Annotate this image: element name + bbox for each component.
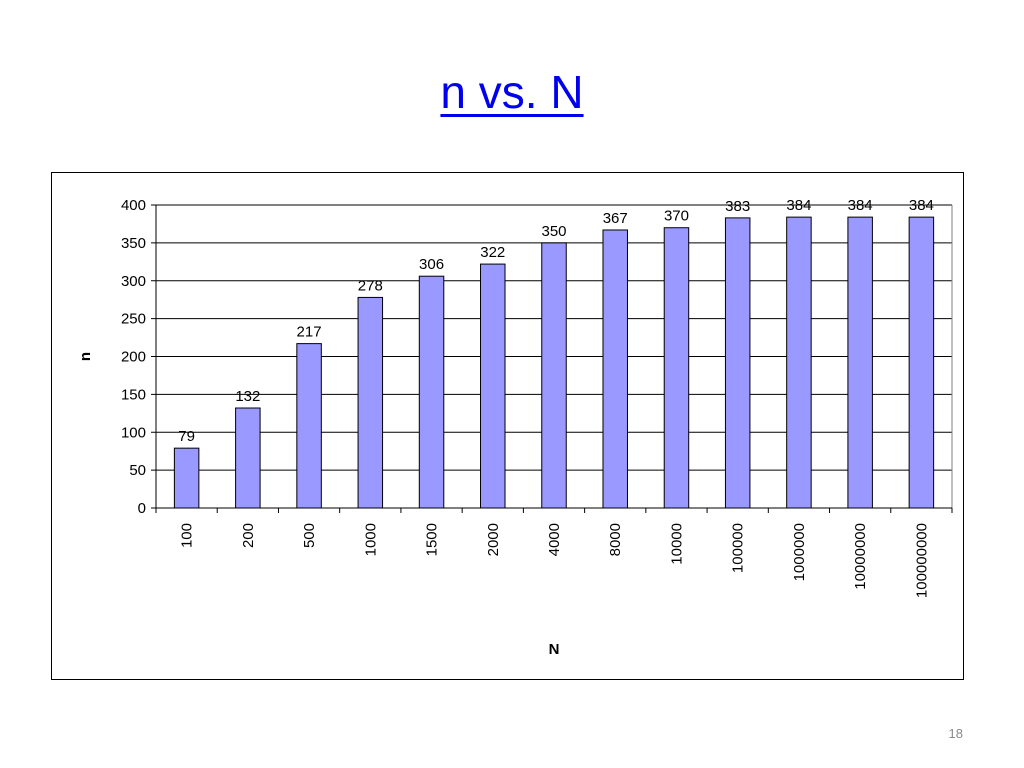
bar bbox=[480, 263, 506, 509]
data-label: 384 bbox=[786, 197, 811, 214]
data-label: 132 bbox=[235, 388, 260, 405]
bar bbox=[663, 227, 690, 509]
bar bbox=[602, 229, 628, 509]
y-tick-label: 350 bbox=[121, 235, 146, 252]
x-tick-label: 100000 bbox=[730, 523, 747, 573]
x-tick-label: 4000 bbox=[546, 523, 563, 556]
bar-chart: 0 50 100 150 200 250 300 350 400 100 200 500 1000 150… bbox=[77, 197, 953, 658]
bar bbox=[418, 275, 445, 509]
bar bbox=[357, 296, 384, 509]
data-label: 370 bbox=[664, 208, 689, 225]
data-label: 306 bbox=[419, 256, 444, 273]
x-tick-label: 2000 bbox=[485, 523, 502, 556]
bar bbox=[235, 407, 261, 509]
data-label: 383 bbox=[725, 198, 750, 215]
x-axis-title: N bbox=[549, 641, 560, 658]
data-label: 350 bbox=[541, 223, 566, 240]
x-tick-label: 100000000 bbox=[913, 523, 930, 598]
y-tick-label: 300 bbox=[121, 273, 146, 290]
x-tick-label: 8000 bbox=[607, 523, 624, 556]
x-tick-label: 10000000 bbox=[852, 523, 869, 590]
y-tick-label: 0 bbox=[138, 500, 146, 517]
x-tick-label: 1000000 bbox=[791, 523, 808, 581]
data-label: 384 bbox=[848, 197, 873, 214]
y-axis-title: n bbox=[77, 352, 94, 361]
data-labels: 79 132 217 278 306 322 350 367 370 383 384 384 384 bbox=[178, 197, 934, 445]
bar bbox=[786, 216, 812, 509]
slide-title: n vs. N bbox=[440, 66, 584, 118]
y-tick-label: 50 bbox=[129, 462, 146, 479]
data-label: 367 bbox=[603, 210, 628, 227]
data-label: 278 bbox=[358, 277, 383, 294]
bar bbox=[908, 216, 935, 509]
bar bbox=[847, 216, 873, 509]
bar-series bbox=[173, 216, 935, 509]
axes: 0 50 100 150 200 250 300 350 400 100 200 500 1000 150… bbox=[121, 197, 953, 598]
y-tick-label: 150 bbox=[121, 386, 146, 403]
chart-container: 0 50 100 150 200 250 300 350 400 100 200 500 1000 150… bbox=[51, 172, 964, 680]
data-label: 79 bbox=[178, 428, 195, 445]
bar bbox=[541, 242, 567, 509]
y-tick-label: 200 bbox=[121, 349, 146, 366]
y-tick-label: 100 bbox=[121, 424, 146, 441]
y-tick-label: 400 bbox=[121, 197, 146, 214]
x-tick-label: 100 bbox=[179, 523, 196, 548]
slide-number: 18 bbox=[948, 726, 963, 741]
data-label: 322 bbox=[480, 244, 505, 261]
x-tick-label: 500 bbox=[301, 523, 318, 548]
x-tick-label: 10000 bbox=[668, 523, 685, 565]
y-tick-label: 250 bbox=[121, 311, 146, 328]
data-label: 217 bbox=[297, 324, 322, 341]
x-tick-label: 200 bbox=[240, 523, 257, 548]
bar bbox=[724, 217, 751, 509]
bar bbox=[173, 447, 200, 509]
data-label: 384 bbox=[909, 197, 934, 214]
x-tick-label: 1500 bbox=[424, 523, 441, 556]
bar bbox=[296, 343, 322, 509]
x-tick-label: 1000 bbox=[362, 523, 379, 556]
